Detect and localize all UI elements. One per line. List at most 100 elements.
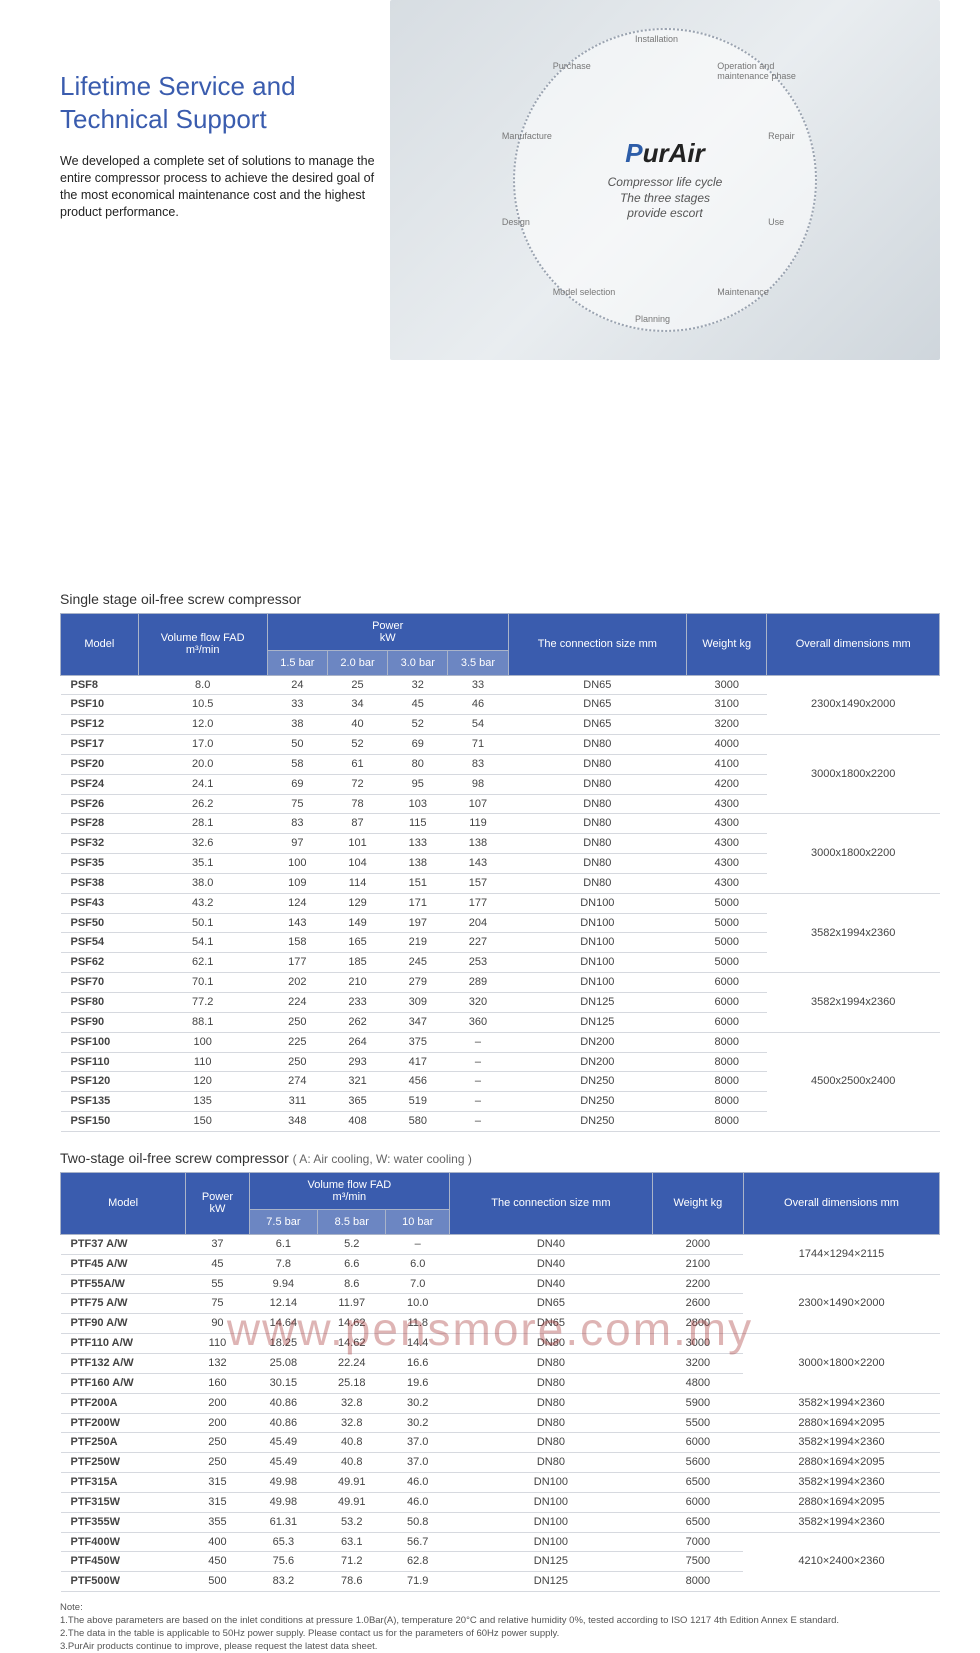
cell-w: 7000	[652, 1532, 743, 1552]
cell-w: 2100	[652, 1254, 743, 1274]
table-row: PTF250A25045.4940.837.0DN8060003582×1994…	[61, 1433, 940, 1453]
cell-p2: 456	[388, 1072, 448, 1092]
cell-dim: 3582×1994×2360	[743, 1393, 939, 1413]
cell-f0: 75.6	[249, 1552, 317, 1572]
cell-conn: DN100	[450, 1492, 653, 1512]
cell-p3: 253	[448, 953, 508, 973]
cell-model: PSF26	[61, 794, 139, 814]
cell-p1: 321	[327, 1072, 387, 1092]
cell-p0: 158	[267, 933, 327, 953]
cell-p3: 227	[448, 933, 508, 953]
cell-model: PTF355W	[61, 1512, 186, 1532]
cell-model: PSF32	[61, 834, 139, 854]
cell-p3: –	[448, 1112, 508, 1132]
cell-conn: DN100	[508, 953, 687, 973]
cell-model: PTF160 A/W	[61, 1373, 186, 1393]
table-row: PTF37 A/W376.15.2–DN4020001744×1294×2115	[61, 1234, 940, 1254]
cell-pw: 45	[186, 1254, 250, 1274]
table-row: PTF200A20040.8632.830.2DN8059003582×1994…	[61, 1393, 940, 1413]
cell-model: PSF90	[61, 1012, 139, 1032]
cell-p1: 149	[327, 913, 387, 933]
cell-f0: 49.98	[249, 1492, 317, 1512]
cell-p3: 157	[448, 873, 508, 893]
cell-model: PSF120	[61, 1072, 139, 1092]
cell-model: PSF35	[61, 854, 139, 874]
table2-append: ( A: Air cooling, W: water cooling )	[293, 1152, 472, 1166]
lifecycle-ring-word: Design	[502, 217, 530, 227]
cell-f0: 45.49	[249, 1433, 317, 1453]
th-3-0bar: 3.0 bar	[388, 650, 448, 675]
cell-conn: DN80	[508, 834, 687, 854]
cell-w: 8000	[652, 1572, 743, 1592]
table1-title: Single stage oil-free screw compressor	[60, 591, 940, 607]
cell-f1: 53.2	[318, 1512, 386, 1532]
cell-dim: 1744×1294×2115	[743, 1234, 939, 1274]
cell-conn: DN100	[450, 1512, 653, 1532]
cell-p3: 98	[448, 774, 508, 794]
th-weight: Weight kg	[687, 613, 767, 675]
cell-conn: DN100	[450, 1473, 653, 1493]
cell-p0: 83	[267, 814, 327, 834]
th2-fad: Volume flow FADm³/min	[249, 1172, 449, 1209]
cell-fad: 70.1	[138, 973, 267, 993]
lifecycle-circle: PurAir Compressor life cycle The three s…	[513, 28, 817, 332]
cell-p0: 124	[267, 893, 327, 913]
cell-fad: 150	[138, 1112, 267, 1132]
cell-fad: 8.0	[138, 675, 267, 695]
hero-lifecycle-graphic: PurAir Compressor life cycle The three s…	[390, 0, 940, 360]
th2-8-5bar: 8.5 bar	[318, 1209, 386, 1234]
cell-model: PSF100	[61, 1032, 139, 1052]
cell-p0: 33	[267, 695, 327, 715]
table-row: PTF400W40065.363.156.7DN10070004210×2400…	[61, 1532, 940, 1552]
cell-dim: 3582×1994×2360	[743, 1473, 939, 1493]
cell-conn: DN125	[450, 1552, 653, 1572]
cell-dim: 4210×2400×2360	[743, 1532, 939, 1592]
cell-conn: DN65	[508, 695, 687, 715]
table-row: PSF88.024253233DN6530002300x1490x2000	[61, 675, 940, 695]
cell-f2: 37.0	[386, 1453, 450, 1473]
cell-model: PTF500W	[61, 1572, 186, 1592]
two-stage-table: Model PowerkW Volume flow FADm³/min The …	[60, 1172, 940, 1592]
cell-p2: 69	[388, 735, 448, 755]
cell-pw: 400	[186, 1532, 250, 1552]
table-row: PTF250W25045.4940.837.0DN8056002880×1694…	[61, 1453, 940, 1473]
cell-w: 5000	[687, 933, 767, 953]
cell-f2: –	[386, 1234, 450, 1254]
cell-p2: 309	[388, 993, 448, 1013]
table-row: PSF4343.2124129171177DN10050003582x1994x…	[61, 893, 940, 913]
th-fad: Volume flow FADm³/min	[138, 613, 267, 675]
cell-w: 2000	[652, 1234, 743, 1254]
cell-dim: 2880×1694×2095	[743, 1413, 939, 1433]
cell-p3: 177	[448, 893, 508, 913]
cell-f1: 8.6	[318, 1274, 386, 1294]
cell-p1: 87	[327, 814, 387, 834]
cell-model: PSF135	[61, 1092, 139, 1112]
cell-f1: 71.2	[318, 1552, 386, 1572]
cell-pw: 500	[186, 1572, 250, 1592]
cell-p3: 360	[448, 1012, 508, 1032]
cell-dim: 3000x1800x2200	[767, 814, 940, 893]
cell-model: PTF250A	[61, 1433, 186, 1453]
cell-p3: 143	[448, 854, 508, 874]
cell-w: 4300	[687, 873, 767, 893]
cell-p3: –	[448, 1052, 508, 1072]
th-2-0bar: 2.0 bar	[327, 650, 387, 675]
cell-p1: 408	[327, 1112, 387, 1132]
cell-w: 6000	[652, 1492, 743, 1512]
cell-p2: 417	[388, 1052, 448, 1072]
cell-fad: 24.1	[138, 774, 267, 794]
cell-p0: 58	[267, 754, 327, 774]
cell-model: PSF110	[61, 1052, 139, 1072]
cell-p3: 33	[448, 675, 508, 695]
cell-fad: 17.0	[138, 735, 267, 755]
cell-f2: 71.9	[386, 1572, 450, 1592]
cell-pw: 200	[186, 1393, 250, 1413]
cell-w: 3000	[687, 675, 767, 695]
cell-p2: 580	[388, 1112, 448, 1132]
cell-model: PSF20	[61, 754, 139, 774]
brand-logo-rest: urAir	[643, 138, 705, 168]
cell-conn: DN250	[508, 1072, 687, 1092]
cell-p3: 289	[448, 973, 508, 993]
cell-fad: 32.6	[138, 834, 267, 854]
table-row: PSF1717.050526971DN8040003000x1800x2200	[61, 735, 940, 755]
